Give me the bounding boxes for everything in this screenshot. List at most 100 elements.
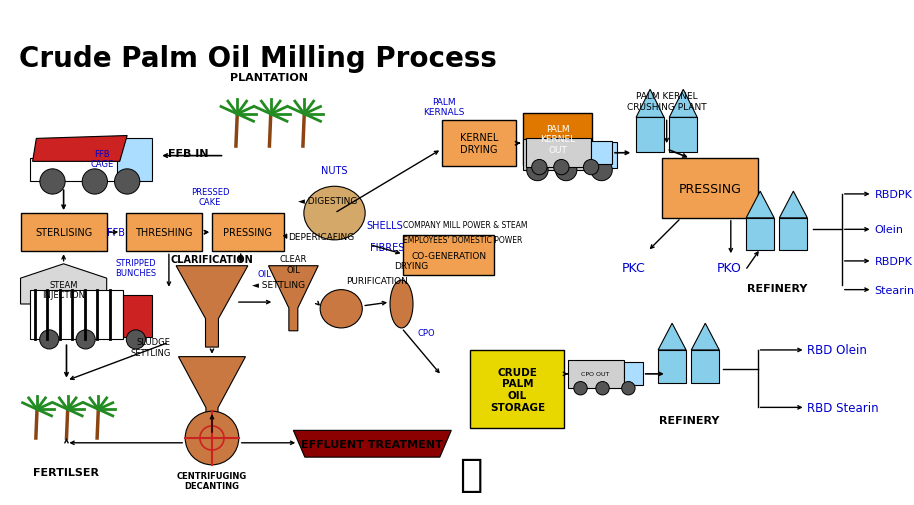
Text: STRIPPED
BUNCHES: STRIPPED BUNCHES [115,259,156,278]
Polygon shape [780,192,807,218]
Text: OIL: OIL [258,269,271,278]
Circle shape [82,170,108,195]
Text: PKO: PKO [717,262,741,274]
Text: PKC: PKC [622,262,645,274]
Text: COMPANY MILL POWER & STEAM: COMPANY MILL POWER & STEAM [403,221,528,230]
Polygon shape [669,90,697,118]
Text: FFB
CAGE: FFB CAGE [90,149,113,169]
Bar [30,290,123,340]
Text: SHELLS: SHELLS [366,220,403,230]
Text: EMPLOYEES' DOMESTIC POWER: EMPLOYEES' DOMESTIC POWER [403,236,523,244]
Text: PLANTATION: PLANTATION [230,73,308,83]
Bar [403,236,494,276]
Text: ◄ SETTLING: ◄ SETTLING [252,281,305,290]
Text: STEAM
INJECTION: STEAM INJECTION [42,280,85,300]
Ellipse shape [320,290,362,328]
Bar [471,350,564,429]
Circle shape [76,330,95,349]
Text: REFINERY: REFINERY [658,415,719,425]
Bar [662,159,758,218]
Circle shape [526,160,548,181]
Text: DRYING: DRYING [394,262,428,271]
Circle shape [590,160,612,181]
Polygon shape [33,136,127,162]
Text: RBDPK: RBDPK [875,257,912,267]
Circle shape [126,330,145,349]
Text: CO-GENERATION: CO-GENERATION [411,251,486,260]
Text: EFFLUENT TREATMENT: EFFLUENT TREATMENT [301,439,442,449]
Text: ◄ DIGESTING: ◄ DIGESTING [298,197,357,206]
Bar [117,139,152,182]
Circle shape [186,412,239,465]
Polygon shape [691,324,719,350]
Text: FERTILSER: FERTILSER [34,467,100,477]
Bar [123,295,152,337]
Text: FFB IN: FFB IN [168,148,208,159]
Text: RBD Stearin: RBD Stearin [807,401,879,414]
Polygon shape [269,266,318,331]
Bar [569,360,623,388]
Bar [746,218,774,251]
Text: Olein: Olein [875,225,903,235]
Bar [669,118,697,152]
Text: RBD Olein: RBD Olein [807,344,867,357]
Circle shape [583,160,599,175]
Text: KERNEL
DRYING: KERNEL DRYING [460,133,498,155]
Bar [523,140,590,171]
Text: FFB: FFB [107,228,125,238]
Circle shape [40,170,65,195]
Ellipse shape [303,187,365,240]
Text: CRUDE
PALM
OIL
STORAGE: CRUDE PALM OIL STORAGE [490,367,545,412]
Text: PRESSED
CAKE: PRESSED CAKE [191,187,229,207]
Text: PURIFICATION: PURIFICATION [346,276,408,285]
Bar [441,121,516,167]
Bar [691,350,719,383]
Text: SLUDGE
SETTLING: SLUDGE SETTLING [131,338,171,357]
Bar [212,214,283,252]
Text: CPO: CPO [418,329,435,337]
Bar [780,218,807,251]
Circle shape [554,160,569,175]
Circle shape [574,382,587,395]
Polygon shape [178,357,246,435]
Bar [523,113,592,166]
Polygon shape [293,430,452,457]
Text: PALM
KERNEL
OUT: PALM KERNEL OUT [540,125,575,155]
Circle shape [114,170,140,195]
Text: STERLISING: STERLISING [35,228,92,238]
Text: CLARIFICATION: CLARIFICATION [171,255,253,265]
Bar [30,159,136,182]
Bar [526,139,591,168]
Text: CPO OUT: CPO OUT [580,372,609,377]
Circle shape [39,330,58,349]
Text: Stearin: Stearin [875,285,914,295]
Bar [20,214,107,252]
Bar [590,143,617,169]
Text: FIBRES: FIBRES [370,242,404,252]
Polygon shape [658,324,686,350]
Circle shape [556,160,577,181]
Text: RBDPK: RBDPK [875,189,912,199]
Bar [623,363,643,386]
Bar [658,350,686,383]
Text: PRESSING: PRESSING [223,228,272,238]
Text: PALM KERNEL
CRUSHING PLANT: PALM KERNEL CRUSHING PLANT [627,92,707,112]
Text: CLEAR
OIL: CLEAR OIL [280,255,307,274]
Polygon shape [746,192,774,218]
Bar [126,214,202,252]
Ellipse shape [390,280,413,328]
Text: DEPERICAFING: DEPERICAFING [289,233,355,242]
Circle shape [622,382,635,395]
Text: REFINERY: REFINERY [747,283,807,293]
Polygon shape [636,90,664,118]
Bar [636,118,664,152]
Circle shape [596,382,610,395]
Text: ⛵: ⛵ [459,456,482,493]
Polygon shape [176,266,248,347]
Text: CENTRIFUGING
DECANTING: CENTRIFUGING DECANTING [176,471,247,490]
Polygon shape [20,264,107,305]
Text: THRESHING: THRESHING [135,228,193,238]
Circle shape [532,160,547,175]
Text: PALM
KERNALS: PALM KERNALS [423,98,464,117]
Text: Crude Palm Oil Milling Process: Crude Palm Oil Milling Process [18,44,496,73]
